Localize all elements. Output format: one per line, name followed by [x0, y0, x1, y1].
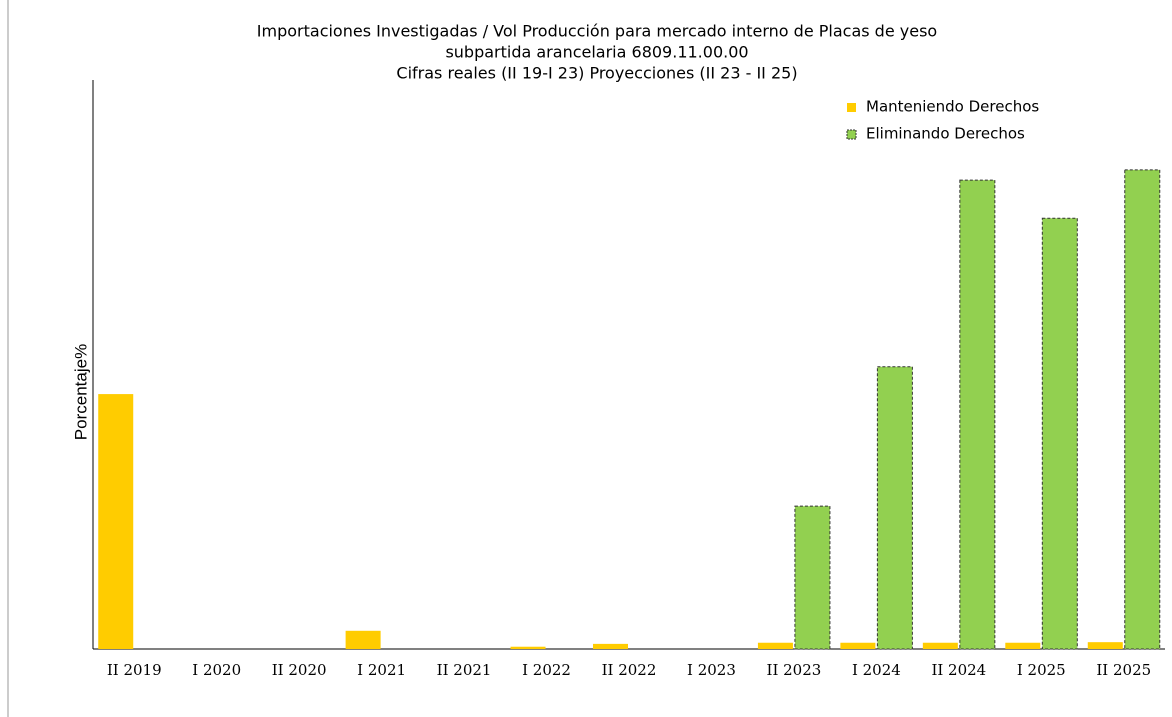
bar: [922, 642, 958, 649]
x-tick-label: II 2021: [437, 661, 492, 679]
bar: [757, 642, 793, 649]
x-tick-label: II 2025: [1096, 661, 1151, 679]
bar: [1005, 642, 1041, 649]
y-axis-label: Porcentaje%: [71, 344, 90, 440]
x-tick-label: I 2021: [357, 661, 406, 679]
x-tick-label: I 2024: [852, 661, 901, 679]
bar: [345, 630, 381, 649]
x-tick-label: II 2019: [107, 661, 162, 679]
bar: [510, 646, 546, 649]
chart-subtitle: subpartida arancelaria 6809.11.00.00: [445, 43, 748, 62]
x-tick-label: II 2020: [272, 661, 327, 679]
x-tick-label: I 2023: [687, 661, 736, 679]
bar: [840, 642, 876, 649]
x-tick-label: II 2024: [931, 661, 986, 679]
chart-subtitle: Cifras reales (II 19-I 23) Proyecciones …: [396, 64, 797, 83]
bar: [1087, 642, 1123, 649]
bar: [876, 366, 913, 650]
legend-label: Manteniendo Derechos: [866, 98, 1039, 116]
x-tick-label: II 2023: [767, 661, 822, 679]
chart-title: Importaciones Investigadas / Vol Producc…: [257, 22, 937, 41]
x-tick-label: I 2020: [192, 661, 241, 679]
bar: [959, 179, 996, 650]
x-tick-label: II 2022: [602, 661, 657, 679]
legend-swatch: [846, 129, 857, 140]
bar: [98, 394, 134, 649]
x-tick-label: I 2022: [522, 661, 571, 679]
bar: [1041, 217, 1078, 650]
x-tick-label: I 2025: [1017, 661, 1066, 679]
legend-label: Eliminando Derechos: [866, 125, 1025, 143]
bar: [794, 505, 831, 650]
bar: [1124, 169, 1161, 650]
bar: [593, 643, 628, 649]
legend-swatch: [847, 103, 856, 112]
